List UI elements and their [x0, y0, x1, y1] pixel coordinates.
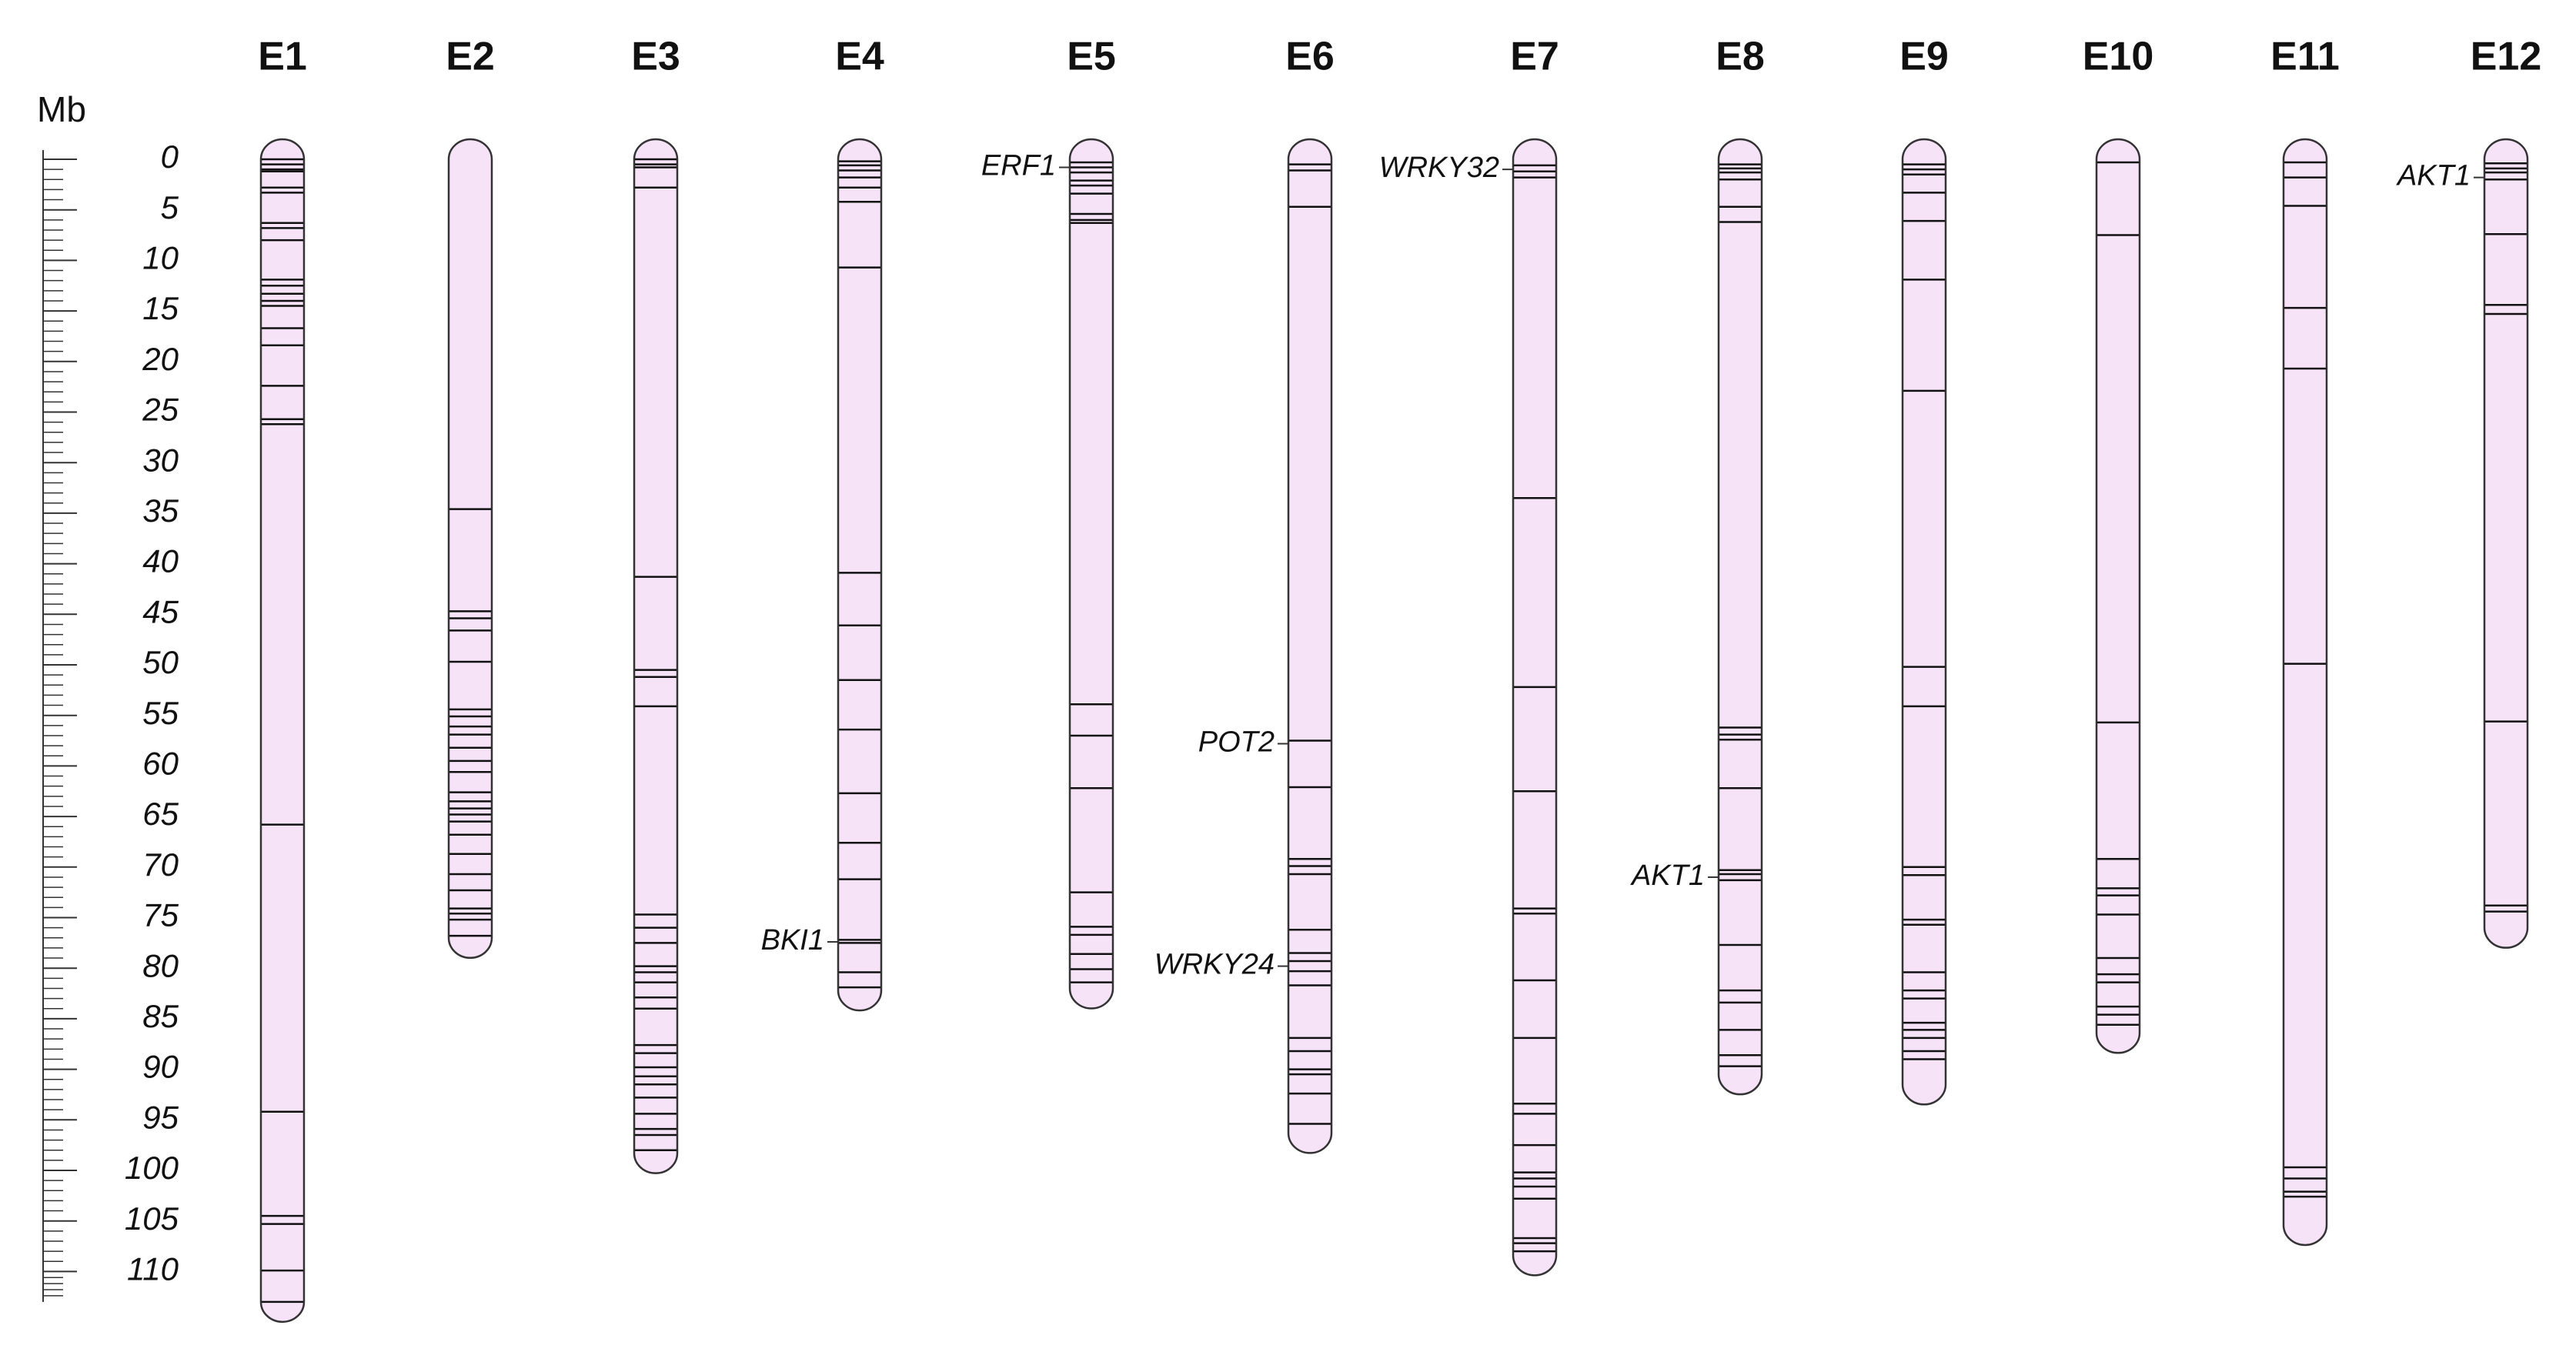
y-tick-label: 105 [125, 1200, 179, 1237]
gene-label: WRKY24 [1154, 949, 1275, 981]
chromosome [2282, 138, 2328, 1247]
chromosome [2095, 138, 2141, 1054]
chromosome [259, 138, 306, 1324]
chromosome [1901, 138, 1947, 1106]
chromosome [447, 138, 493, 960]
y-axis-label: Mb [37, 89, 86, 129]
y-tick-label: 0 [161, 139, 179, 175]
y-tick-label: 45 [142, 593, 179, 629]
y-tick-label: 95 [142, 1099, 179, 1135]
gene-label: AKT1 [2396, 160, 2471, 192]
y-tick-label: 55 [142, 695, 179, 731]
y-tick-label: 100 [125, 1150, 179, 1186]
gene-label: BKI1 [761, 924, 824, 956]
y-tick-label: 35 [142, 492, 179, 529]
chromosome-title: E2 [446, 35, 495, 79]
gene-label: ERF1 [981, 150, 1056, 182]
chromosome-title: E5 [1067, 35, 1116, 79]
chromosome [1287, 138, 1333, 1154]
y-tick-label: 30 [142, 442, 179, 478]
chromosome-title: E6 [1285, 35, 1335, 79]
y-tick-label: 15 [142, 290, 179, 326]
chromosome-title: E7 [1510, 35, 1559, 79]
gene-label: AKT1 [1630, 860, 1705, 892]
y-tick-label: 10 [142, 239, 179, 275]
y-tick-label: 25 [142, 392, 179, 428]
y-tick-label: 90 [142, 1049, 179, 1085]
chromosome-title: E12 [2471, 35, 2542, 79]
gene-label: WRKY32 [1379, 152, 1499, 184]
y-tick-label: 85 [142, 998, 179, 1034]
y-tick-label: 70 [142, 846, 179, 883]
chromosome [2483, 138, 2529, 949]
y-tick-label: 20 [142, 341, 179, 377]
chromosome-title: E4 [835, 35, 884, 79]
y-tick-label: 75 [142, 897, 179, 933]
chromosome [633, 138, 679, 1174]
chromosome [1068, 138, 1114, 1010]
chromosome [1717, 138, 1763, 1096]
y-tick-label: 110 [127, 1250, 179, 1287]
chromosome-title: E8 [1716, 35, 1765, 79]
y-tick-label: 80 [142, 947, 179, 983]
chromosome-title: E11 [2270, 35, 2340, 79]
y-tick-label: 50 [142, 644, 179, 680]
y-tick-label: 40 [142, 543, 179, 579]
chromosome-title: E9 [1899, 35, 1949, 79]
chromosome-title: E3 [631, 35, 680, 79]
y-tick-label: 60 [142, 745, 179, 781]
chromosome-title: E1 [258, 35, 307, 79]
y-tick-label: 65 [142, 796, 179, 832]
y-tick-label: 5 [161, 189, 179, 225]
chromosome [1512, 138, 1558, 1277]
gene-label: POT2 [1198, 726, 1275, 759]
chromosome-title: E10 [2083, 35, 2154, 79]
